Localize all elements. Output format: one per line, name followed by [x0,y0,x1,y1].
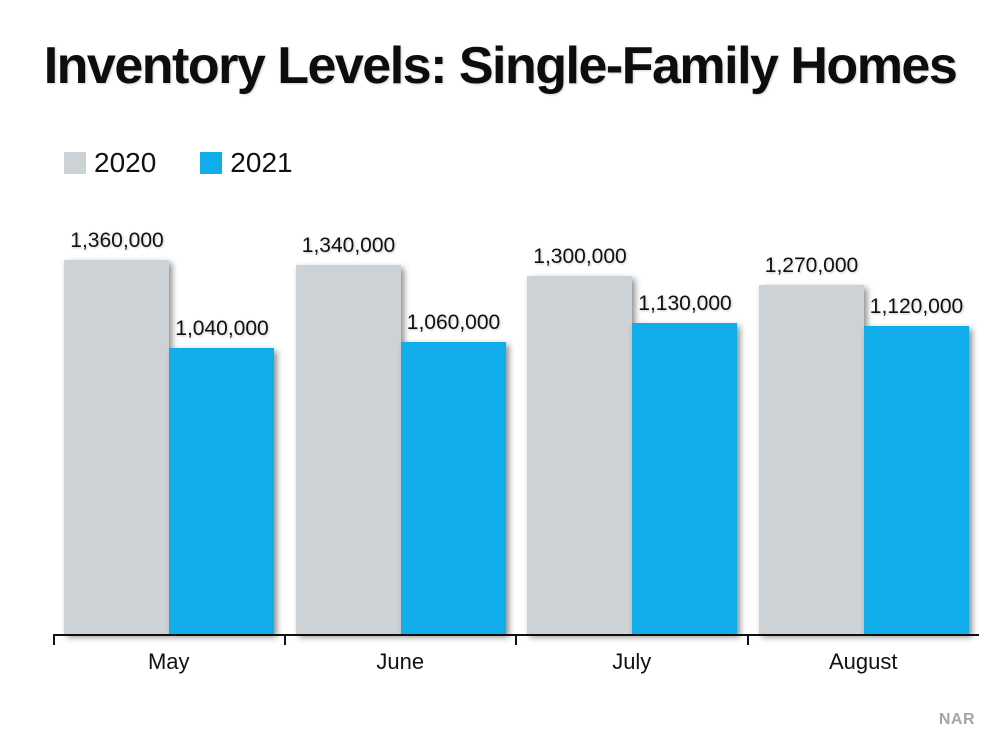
legend-label-2021: 2021 [230,147,293,178]
value-label-2021-august: 1,120,000 [869,295,964,318]
bar-2021-may [169,348,274,634]
legend: 2020 2021 [64,147,293,179]
source-credit: NAR [938,711,975,728]
bar-2021-june [400,342,506,634]
value-label-2020-june: 1,340,000 [301,234,396,257]
bar-chart: 1,360,000 1,040,000 1,340,000 1,060,000 1,30… [53,200,979,674]
legend-swatch-2021 [200,152,223,174]
value-label-2020-august: 1,270,000 [764,254,859,277]
legend-label-2020: 2020 [94,147,157,178]
bar-2021-july [632,323,737,634]
x-axis-line [53,634,979,636]
x-axis-tick-1 [283,636,286,645]
category-group-may: 1,360,000 1,040,000 [53,200,285,636]
bar-2020-june [295,265,401,634]
value-label-2020-july: 1,300,000 [533,245,627,268]
x-axis-label-august: August [829,649,898,674]
category-group-june: 1,340,000 1,060,000 [285,200,517,636]
value-label-2020-may: 1,360,000 [70,229,164,252]
bar-2020-july [527,276,632,634]
value-label-2021-july: 1,130,000 [638,292,732,315]
category-group-august: 1,270,000 1,120,000 [748,200,980,636]
x-axis-tick-2 [515,636,517,645]
x-axis-label-july: July [612,649,652,674]
chart-title: Inventory Levels: Single-Family Homes [43,37,958,95]
value-label-2021-may: 1,040,000 [175,317,269,340]
legend-item-2020: 2020 [64,147,156,179]
bar-2020-may [64,260,169,634]
x-axis-tick-3 [746,636,749,645]
plot-area: 1,360,000 1,040,000 1,340,000 1,060,000 1,30… [53,200,979,636]
category-group-july: 1,300,000 1,130,000 [516,200,748,636]
legend-swatch-2020 [64,152,86,174]
value-label-2021-june: 1,060,000 [406,311,501,334]
legend-item-2021: 2021 [200,147,293,179]
x-axis-label-june: June [376,649,425,674]
x-axis-label-may: May [147,649,190,674]
x-axis-tick-0 [53,636,55,645]
bar-2021-august [863,326,969,634]
bar-2020-august [758,285,864,634]
